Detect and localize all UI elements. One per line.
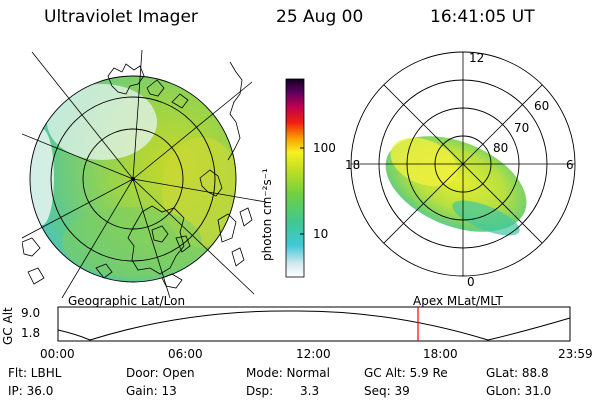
door-info: Door: Open — [126, 366, 195, 380]
ip-info: IP: 36.0 — [8, 384, 54, 398]
mode-info: Mode: Normal — [246, 366, 330, 380]
filter-info: Flt: LBHL — [8, 366, 62, 380]
mlat-label-80: 80 — [493, 141, 508, 155]
date-label: 25 Aug 00 — [276, 7, 364, 27]
mlat-label-70: 70 — [514, 121, 529, 135]
mlat-mlt-polar-panel: 12 6 0 18 60 70 80 — [345, 51, 576, 289]
timeline-x-tick-4: 23:59 — [558, 347, 593, 361]
timeline-tick-upper: 9.0 — [21, 306, 41, 320]
mlt-label-6: 6 — [566, 158, 574, 172]
timeline-y-axis-label: GC Alt — [1, 307, 15, 345]
colorbar-tick-10: 10 — [313, 227, 329, 241]
timeline-x-tick-3: 18:00 — [423, 347, 458, 361]
geographic-image-panel — [22, 49, 266, 298]
mlt-label-12: 12 — [469, 51, 484, 65]
seq-info: Seq: 39 — [364, 384, 410, 398]
time-label: 16:41:05 UT — [430, 7, 535, 27]
mlat-label-60: 60 — [534, 99, 549, 113]
mlt-label-18: 18 — [345, 158, 360, 172]
colorbar-tick-100: 100 — [313, 141, 336, 155]
timeline-x-tick-2: 12:00 — [296, 347, 331, 361]
glon-info: GLon: 31.0 — [486, 384, 552, 398]
glat-info: GLat: 88.8 — [486, 366, 549, 380]
mlt-label-0: 0 — [467, 275, 475, 289]
colorbar-unit-label: photon cm⁻²s⁻¹ — [260, 168, 274, 261]
geographic-panel-label: Geographic Lat/Lon — [68, 294, 186, 308]
intensity-colorbar — [285, 78, 305, 278]
timeline-x-tick-1: 06:00 — [168, 347, 203, 361]
gain-info: Gain: 13 — [126, 384, 177, 398]
apex-panel-label: Apex MLat/MLT — [413, 294, 503, 308]
timeline-tick-lower: 1.8 — [21, 326, 41, 340]
dsp-label: Dsp: — [246, 384, 274, 398]
timeline-x-tick-0: 00:00 — [40, 347, 75, 361]
gc-alt-info: GC Alt: 5.9 Re — [364, 366, 448, 380]
orbit-altitude-timeline — [57, 306, 571, 342]
instrument-title: Ultraviolet Imager — [44, 7, 198, 27]
dsp-value: 3.3 — [300, 384, 320, 398]
